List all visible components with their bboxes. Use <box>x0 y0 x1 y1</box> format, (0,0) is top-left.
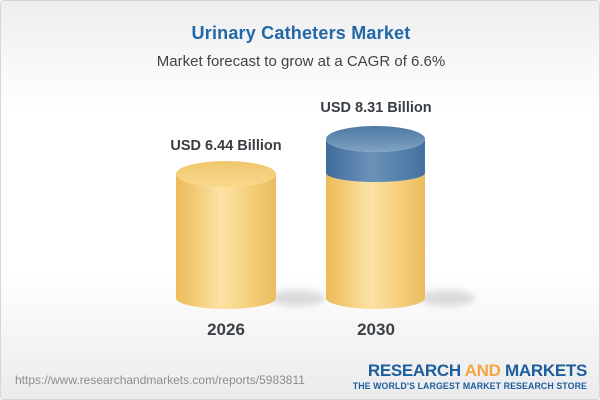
bar-2026-cylinder-top <box>176 161 276 187</box>
value-label-2026: USD 6.44 Billion <box>170 138 282 154</box>
logo-word-markets: MARKETS <box>505 361 587 380</box>
bar-2030-growth-segment-body <box>326 139 425 182</box>
report-url: https://www.researchandmarkets.com/repor… <box>15 373 305 387</box>
brand-logo-wordmark: RESEARCH AND MARKETS <box>353 362 587 380</box>
bar-2026-shadow <box>269 290 325 306</box>
logo-word-and: AND <box>464 361 501 380</box>
page-title: Urinary Catheters Market <box>191 23 411 43</box>
logo-word-research: RESEARCH <box>367 361 461 380</box>
bar-2030-cylinder-top <box>326 126 425 152</box>
bar-2030-base-body <box>326 173 425 309</box>
year-label-2030: 2030 <box>357 320 395 339</box>
brand-logo: RESEARCH AND MARKETS THE WORLD'S LARGEST… <box>352 362 588 392</box>
brand-tagline: THE WORLD'S LARGEST MARKET RESEARCH STOR… <box>352 381 587 391</box>
bar-2026-cylinder-body <box>176 174 276 309</box>
value-label-2030: USD 8.31 Billion <box>320 100 432 116</box>
chart-subtitle: Market forecast to grow at a CAGR of 6.6… <box>156 53 446 70</box>
bar-2030-shadow <box>419 290 475 306</box>
year-label-2026: 2026 <box>207 320 245 339</box>
